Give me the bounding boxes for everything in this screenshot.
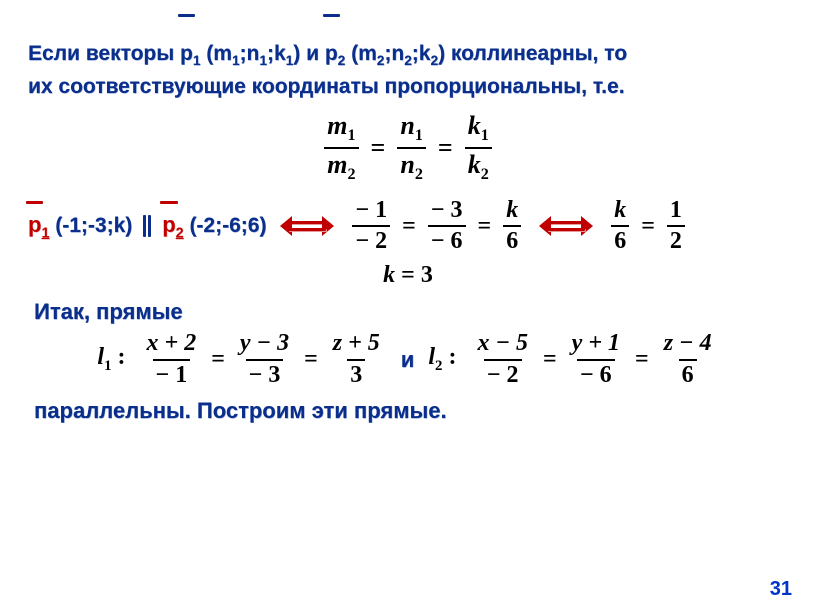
y1: y + 1 (569, 331, 623, 358)
txt: Если векторы (28, 42, 180, 65)
m1: m (327, 111, 347, 140)
n13: k (503, 198, 521, 225)
final-text: параллельны. Построим эти прямые. (34, 398, 788, 424)
m1s: 1 (232, 53, 240, 68)
d12: − 6 (428, 225, 466, 254)
n2: n (400, 150, 414, 179)
n2s2: 2 (415, 166, 423, 183)
colon2: : (442, 344, 456, 370)
m1d: − 1 (153, 359, 191, 388)
k2: k (468, 150, 481, 179)
m2: m (327, 150, 347, 179)
p1l: p (28, 212, 41, 237)
itak-text: Итак, прямые (34, 299, 788, 325)
n2pre: ;n (384, 42, 404, 65)
close2: ) (438, 42, 445, 65)
n2s: 2 (404, 53, 412, 68)
m3d: − 3 (246, 359, 284, 388)
and1: и (300, 42, 325, 65)
ratio-formula: m1 m2 = n1 n2 = k1 k2 (28, 112, 788, 184)
parallel-icon (140, 215, 154, 237)
n12: − 3 (428, 198, 466, 225)
ratio-substituted: − 1− 2 = − 3− 6 = k6 (348, 198, 525, 254)
c1-open: (m (200, 42, 232, 65)
z5: z + 5 (330, 331, 383, 358)
m2s2: 2 (347, 166, 355, 183)
eq4: = (478, 213, 492, 240)
lines-row: l1 : x + 2− 1 = y − 3− 3 = z + 53 и l2 :… (28, 331, 788, 387)
p1-bar: p (28, 212, 41, 238)
intro-paragraph: Если векторы p1 (m1;n1;k1) и p2 (m2;n2;k… (28, 38, 788, 104)
keq: = (395, 262, 421, 288)
kval: 3 (421, 262, 433, 288)
p2s2: 2 (176, 225, 184, 241)
p2c: (-2;-6;6) (184, 214, 267, 237)
l2-eq: x − 5− 2 = y + 1− 6 = z − 46 (470, 331, 718, 387)
p3d: 3 (347, 359, 365, 388)
n11: − 1 (352, 198, 390, 225)
eq3: = (402, 213, 416, 240)
k2pre: ;k (412, 42, 431, 65)
x2: x + 2 (144, 331, 200, 358)
l2-label: l2 : (428, 344, 456, 375)
p1-letter: p (180, 42, 193, 65)
iff-arrow-2 (543, 216, 589, 236)
l1-eq: x + 2− 1 = y − 3− 3 = z + 53 (140, 331, 387, 387)
iff-arrow-1 (284, 216, 330, 236)
p2l: p (162, 212, 175, 237)
colon1: : (112, 344, 126, 370)
d21: 6 (611, 225, 629, 254)
eq2: = (438, 133, 453, 163)
coll: коллинеарны, то (445, 42, 627, 65)
vector-p2: p (325, 38, 338, 71)
eq5: = (641, 213, 655, 240)
n1s: 1 (259, 53, 267, 68)
l2: l (428, 344, 435, 370)
k-result: k = 3 (28, 262, 788, 289)
d11: − 2 (352, 225, 390, 254)
y3: y − 3 (237, 331, 292, 358)
page-number: 31 (770, 578, 792, 601)
l1-label: l1 : (97, 344, 125, 375)
n1s2: 1 (415, 127, 423, 144)
eq9: = (635, 346, 649, 373)
p2-bar: p (162, 212, 175, 238)
n22: 1 (667, 198, 685, 225)
n21: k (611, 198, 629, 225)
p2-letter: p (325, 42, 338, 65)
intro-line2: их соответствующие координаты пропорцион… (28, 71, 788, 104)
p6d: 6 (679, 359, 697, 388)
k1pre: ;k (267, 42, 286, 65)
n1pre: ;n (240, 42, 260, 65)
kletter: k (383, 262, 395, 288)
frac-k: k1 k2 (465, 112, 492, 184)
x5: x − 5 (474, 331, 531, 358)
l1s: 1 (104, 358, 111, 374)
n1: n (400, 111, 414, 140)
p1c: (-1;-3;k) (49, 214, 138, 237)
vectors-parallel-row: p1 (-1;-3;k) p2 (-2;-6;6) − 1− 2 = − 3− … (28, 198, 788, 254)
d13: 6 (503, 225, 521, 254)
frac-m: m1 m2 (324, 112, 358, 184)
k2s2: 2 (481, 166, 489, 183)
eq8: = (543, 346, 557, 373)
k1: k (468, 111, 481, 140)
ratio-k6: k6 = 12 (607, 198, 689, 254)
k1s2: 1 (481, 127, 489, 144)
eq7: = (304, 346, 318, 373)
m2d: − 2 (484, 359, 522, 388)
vectors-parallel-text: p1 (-1;-3;k) p2 (-2;-6;6) (28, 212, 266, 241)
vector-p1: p (180, 38, 193, 71)
eq6: = (211, 346, 225, 373)
m6d: − 6 (577, 359, 615, 388)
and-text: и (401, 347, 415, 373)
k2s: 2 (430, 53, 438, 68)
eq1: = (371, 133, 386, 163)
z4: z − 4 (661, 331, 715, 358)
d22: 2 (667, 225, 685, 254)
m1s2: 1 (347, 127, 355, 144)
c2-open: (m (345, 42, 377, 65)
frac-n: n1 n2 (397, 112, 426, 184)
